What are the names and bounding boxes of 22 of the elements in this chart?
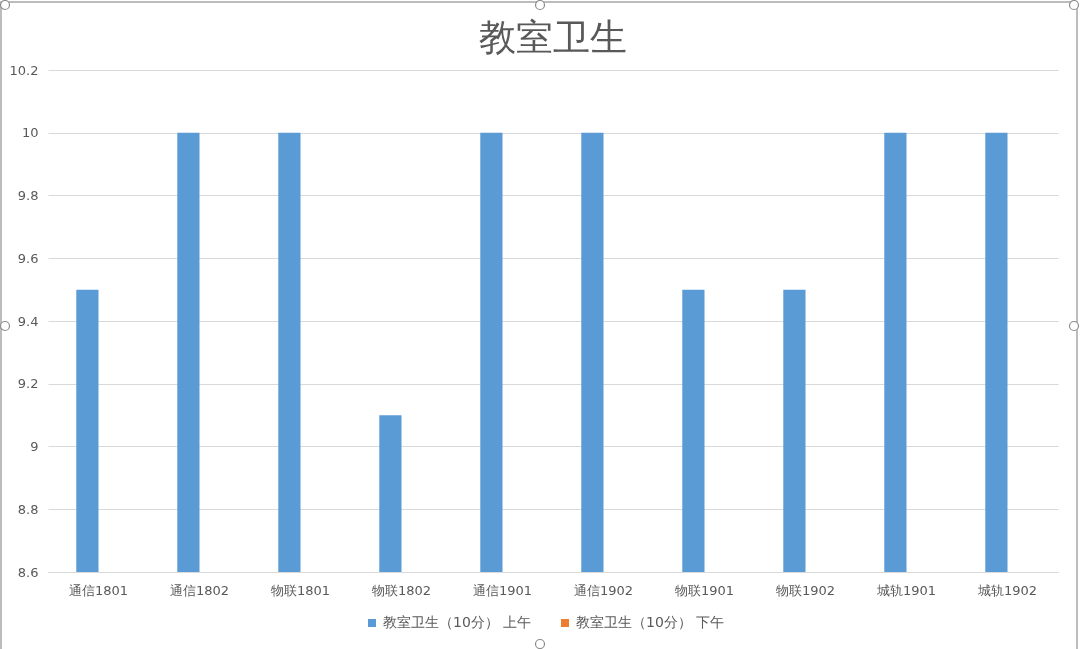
x-tick-label: 城轨1902 [976, 582, 1038, 598]
x-tick-label: 通信1801 [68, 582, 129, 598]
x-tick-label: 城轨1901 [875, 582, 937, 598]
legend-label: 教室卫生（10分） 上午 [383, 614, 532, 630]
x-tick-label: 物联1802 [371, 582, 432, 598]
y-tick-label: 10 [21, 125, 39, 141]
y-tick-label: 8.8 [17, 501, 39, 517]
y-tick-label: 9.4 [17, 313, 39, 329]
x-tick-label: 通信1902 [573, 582, 634, 598]
x-tick-label: 物联1901 [674, 582, 735, 598]
chart-title: 教室卫生 [479, 16, 627, 59]
y-tick-label: 9 [30, 439, 39, 454]
x-tick-label: 物联1801 [270, 582, 331, 598]
x-tick-label: 通信1802 [169, 582, 230, 598]
y-tick-label: 9.8 [17, 188, 39, 203]
y-tick-label: 9.2 [17, 376, 39, 392]
x-tick-label: 物联1902 [775, 582, 836, 598]
legend-label: 教室卫生（10分） 下午 [576, 614, 725, 630]
y-tick-label: 9.6 [17, 250, 39, 266]
y-tick-label: 10.2 [9, 62, 39, 78]
y-tick-label: 8.6 [17, 564, 39, 580]
x-tick-label: 通信1901 [472, 582, 533, 598]
